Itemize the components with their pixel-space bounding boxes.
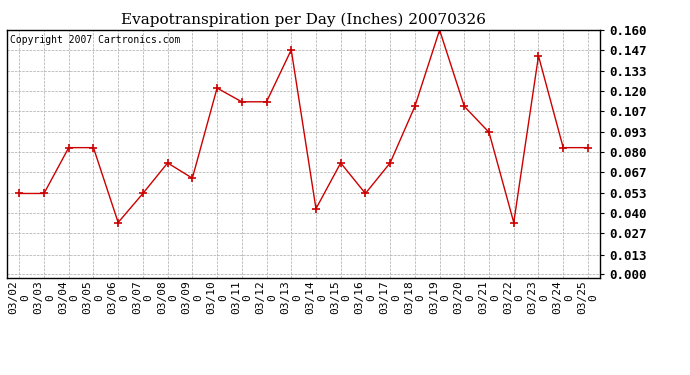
- Text: Copyright 2007 Cartronics.com: Copyright 2007 Cartronics.com: [10, 35, 180, 45]
- Title: Evapotranspiration per Day (Inches) 20070326: Evapotranspiration per Day (Inches) 2007…: [121, 13, 486, 27]
